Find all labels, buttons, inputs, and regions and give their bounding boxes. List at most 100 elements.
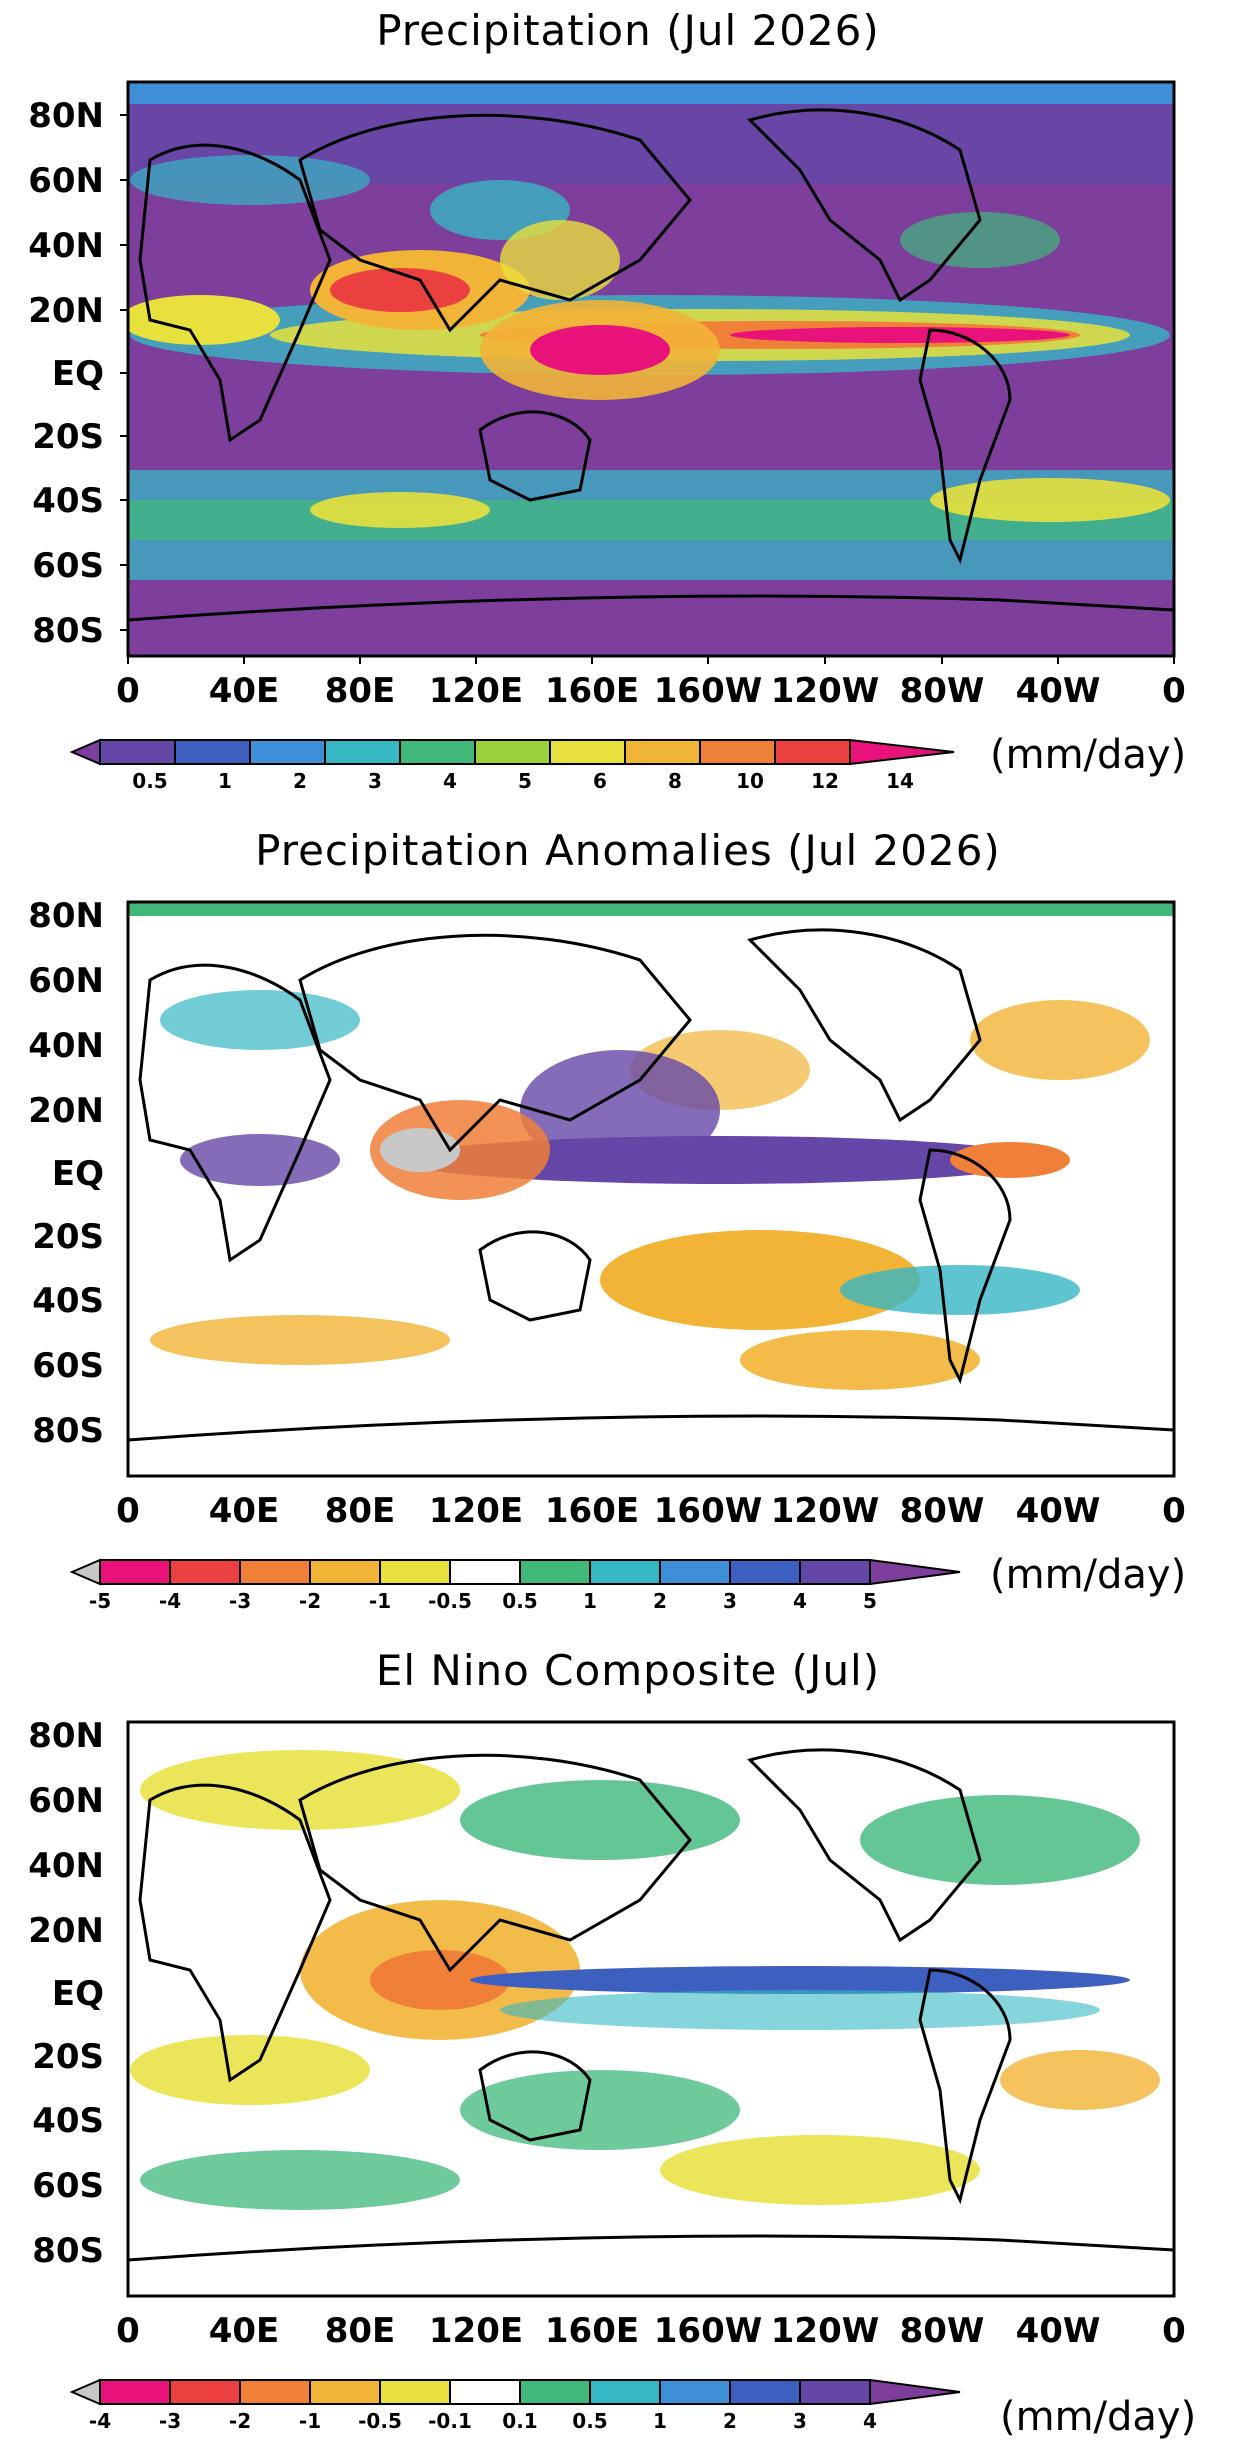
- lat-label: 40S: [32, 1281, 104, 1321]
- lon-label: 120W: [771, 2311, 879, 2351]
- colorbar: -5 -4 -3 -2 -1 -0.5 0.5 1 2 3 4 5 (mm/da…: [69, 1552, 1186, 1613]
- lat-label: EQ: [52, 1154, 104, 1194]
- lat-label: 80S: [32, 2231, 104, 2271]
- latitude-axis: 80N 60N 40N 20N EQ 20S 40S 60S 80S: [28, 896, 104, 1451]
- lat-label: 80N: [28, 1716, 104, 1756]
- panel-title: Precipitation Anomalies (Jul 2026): [255, 826, 1001, 875]
- lon-label: 0: [1162, 1491, 1186, 1531]
- colorbar-label: -1: [299, 2409, 321, 2433]
- lon-label: 120E: [429, 1491, 523, 1531]
- lat-label: 20N: [28, 1091, 104, 1131]
- colorbar-label: 4: [863, 2409, 877, 2433]
- lon-label: 40W: [1016, 2311, 1101, 2351]
- lat-label: 60S: [32, 1346, 104, 1386]
- lon-label: 40E: [209, 2311, 280, 2351]
- colorbar-label: -3: [159, 2409, 181, 2433]
- lon-label: 0: [1162, 671, 1186, 711]
- panel-title: El Nino Composite (Jul): [375, 1646, 881, 1695]
- colorbar-label: -0.5: [428, 1589, 472, 1613]
- lon-label: 0: [116, 1491, 140, 1531]
- lon-label: 40E: [209, 1491, 280, 1531]
- lat-label: EQ: [52, 354, 104, 394]
- colorbar: -4 -3 -2 -1 -0.5 -0.1 0.1 0.5 1 2 3 4 (m…: [69, 2378, 1196, 2440]
- el-nino-map: 80N 60N 40N 20N EQ 20S 40S 60S 80S 0 40E…: [28, 1716, 1196, 2440]
- colorbar-label: -3: [229, 1589, 251, 1613]
- lat-label: 40S: [32, 481, 104, 521]
- colorbar-label: 10: [736, 769, 764, 793]
- lon-label: 160E: [545, 2311, 639, 2351]
- lat-label: 60N: [28, 161, 104, 201]
- longitude-axis: 0 40E 80E 120E 160E 160W 120W 80W 40W 0: [116, 2311, 1186, 2351]
- lat-label: 40N: [28, 1846, 104, 1886]
- lat-label: 20S: [32, 1217, 104, 1257]
- lat-label: 20S: [32, 417, 104, 457]
- lon-label: 0: [116, 2311, 140, 2351]
- lon-label: 80W: [900, 2311, 985, 2351]
- lon-label: 120E: [429, 2311, 523, 2351]
- lat-label: 60N: [28, 961, 104, 1001]
- lat-label: 20N: [28, 1911, 104, 1951]
- lon-label: 120W: [771, 671, 879, 711]
- lon-label: 120W: [771, 1491, 879, 1531]
- colorbar-label: 0.5: [572, 2409, 607, 2433]
- colorbar-label: -4: [159, 1589, 181, 1613]
- colorbar-label: 5: [518, 769, 532, 793]
- colorbar-label: 8: [668, 769, 682, 793]
- colorbar-label: -2: [299, 1589, 321, 1613]
- lon-label: 120E: [429, 671, 523, 711]
- lat-label: 40N: [28, 226, 104, 266]
- colorbar-label: 3: [793, 2409, 807, 2433]
- anomalies-map: 80N 60N 40N 20N EQ 20S 40S 60S 80S 0 40E…: [28, 896, 1186, 1613]
- lat-label: 60S: [32, 2166, 104, 2206]
- colorbar-label: -0.1: [428, 2409, 472, 2433]
- el-nino-composite-panel: El Nino Composite (Jul): [0, 1640, 1256, 2460]
- lat-label: 80N: [28, 896, 104, 936]
- latitude-axis: 80N 60N 40N 20N EQ 20S 40S 60S 80S: [28, 96, 128, 651]
- colorbar-label: 0.1: [502, 2409, 537, 2433]
- colorbar: 0.5 1 2 3 4 5 6 8 10 12 14 (mm/day): [69, 732, 1186, 793]
- colorbar-label: -4: [89, 2409, 111, 2433]
- colorbar-label: 0.5: [132, 769, 167, 793]
- lon-label: 0: [116, 671, 140, 711]
- longitude-axis: 0 40E 80E 120E 160E 160W 120W 80W 40W 0: [116, 656, 1186, 711]
- unit-label: (mm/day): [990, 1552, 1186, 1598]
- lon-label: 80W: [900, 671, 985, 711]
- lat-label: 60S: [32, 546, 104, 586]
- lat-label: 80S: [32, 611, 104, 651]
- precipitation-anomalies-panel: Precipitation Anomalies (Jul 2026): [0, 820, 1256, 1640]
- lon-label: 40W: [1016, 671, 1101, 711]
- lon-label: 160E: [545, 1491, 639, 1531]
- lon-label: 40W: [1016, 1491, 1101, 1531]
- lat-label: 20S: [32, 2037, 104, 2077]
- colorbar-label: -2: [229, 2409, 251, 2433]
- unit-label: (mm/day): [990, 732, 1186, 778]
- lon-label: 40E: [209, 671, 280, 711]
- precipitation-panel: Precipitation (Jul 2026): [0, 0, 1256, 820]
- colorbar-label: 3: [368, 769, 382, 793]
- colorbar-label: 1: [653, 2409, 667, 2433]
- colorbar-label: 0.5: [502, 1589, 537, 1613]
- unit-label: (mm/day): [1000, 2394, 1196, 2440]
- colorbar-label: 2: [293, 769, 307, 793]
- lon-label: 160E: [545, 671, 639, 711]
- lon-label: 160W: [654, 2311, 762, 2351]
- lon-label: 80E: [325, 1491, 396, 1531]
- colorbar-label: 4: [793, 1589, 807, 1613]
- colorbar-label: -5: [89, 1589, 111, 1613]
- lat-label: 40N: [28, 1026, 104, 1066]
- colorbar-label: 12: [811, 769, 839, 793]
- colorbar-label: 4: [443, 769, 457, 793]
- lon-label: 160W: [654, 671, 762, 711]
- lat-label: 40S: [32, 2101, 104, 2141]
- longitude-axis: 0 40E 80E 120E 160E 160W 120W 80W 40W 0: [116, 1491, 1186, 1531]
- lon-label: 80E: [325, 671, 396, 711]
- lon-label: 80E: [325, 2311, 396, 2351]
- colorbar-label: 2: [653, 1589, 667, 1613]
- lat-label: 80S: [32, 1411, 104, 1451]
- colorbar-label: 14: [886, 769, 914, 793]
- panel-title: Precipitation (Jul 2026): [376, 6, 880, 55]
- colorbar-label: 5: [863, 1589, 877, 1613]
- colorbar-label: 1: [218, 769, 232, 793]
- colorbar-label: -1: [369, 1589, 391, 1613]
- precipitation-map: 80N 60N 40N 20N EQ 20S 40S 60S 80S 0 40E…: [28, 80, 1186, 793]
